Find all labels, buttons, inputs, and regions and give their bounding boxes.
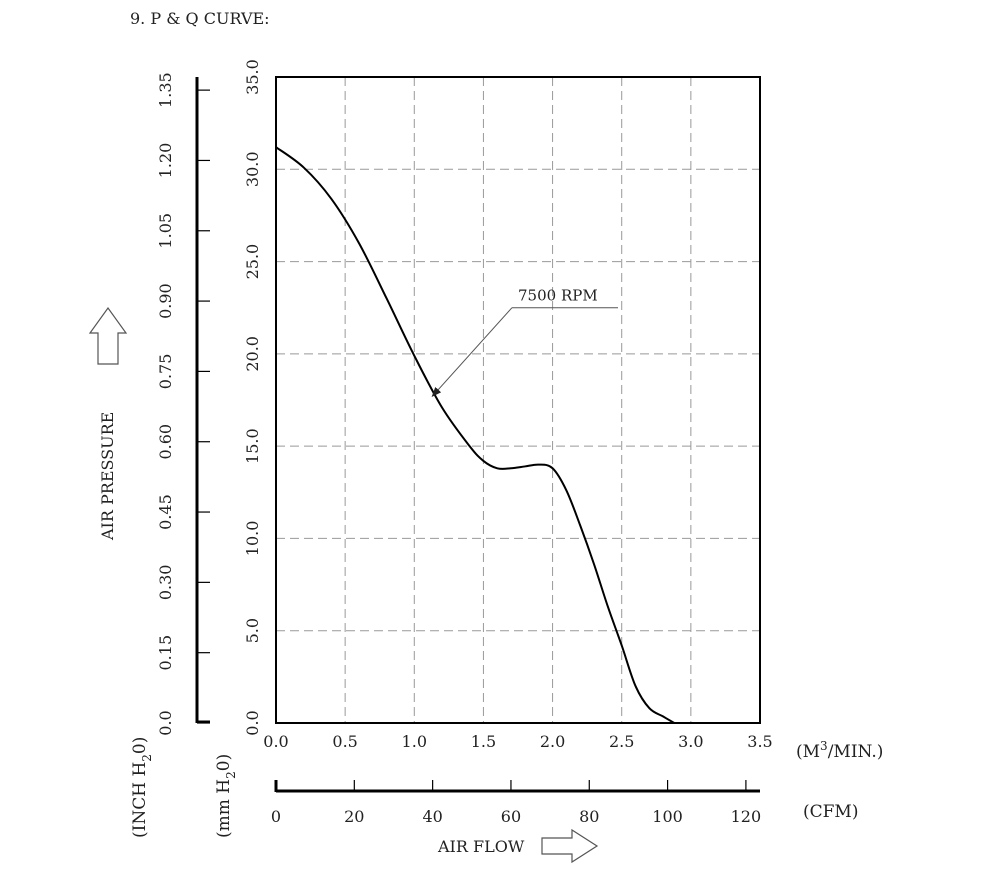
x-tick-label: 2.5 — [609, 732, 634, 751]
mm-unit-sub: 2 — [224, 771, 238, 779]
y-axis-title-group: AIR PRESSURE — [88, 306, 128, 541]
right-arrow-icon — [541, 828, 599, 864]
inch-unit-text: (INCH H20) — [130, 737, 154, 838]
mm-unit-label: (mm H20) — [214, 754, 238, 838]
y-tick-label: 30.0 — [243, 151, 262, 187]
m3-unit-a: (M — [796, 742, 820, 762]
inch-tick-label: 1.35 — [156, 72, 175, 108]
plot-frame — [275, 76, 761, 724]
x-tick-label: 2.0 — [540, 732, 565, 751]
x-tick-label: 3.5 — [747, 732, 772, 751]
series-group — [275, 146, 675, 724]
cfm-tick-label: 100 — [652, 807, 683, 826]
inch-unit-a: (INCH H — [130, 762, 150, 838]
y-tick-label: 35.0 — [243, 59, 262, 95]
curve-annotation: 7500 RPM — [431, 287, 618, 398]
y-tick-label: 5.0 — [243, 618, 262, 643]
y-tick-label: 15.0 — [243, 428, 262, 464]
m3-unit-sup: 3 — [820, 739, 828, 753]
cfm-tick-label: 60 — [501, 807, 521, 826]
y-axis-title: AIR PRESSURE — [98, 412, 117, 541]
inch-unit-label: (INCH H20) — [130, 737, 154, 838]
cfm-tick-label: 20 — [344, 807, 364, 826]
cfm-unit-label: (CFM) — [803, 802, 858, 822]
x-tick-label: 1.0 — [402, 732, 427, 751]
inch-tick-label: 0.90 — [156, 283, 175, 319]
cfm-tick-label: 80 — [579, 807, 599, 826]
inch-tick-label: 0.0 — [156, 710, 175, 735]
inch-tick-label: 0.45 — [156, 494, 175, 530]
cfm-tick-label: 0 — [271, 807, 281, 826]
series-line-7500-rpm — [275, 146, 675, 724]
x-axis-cfm-scale: 0 20 40 60 80 100 120 — [271, 780, 761, 826]
inch-tick-label: 0.15 — [156, 635, 175, 671]
inch-unit-sub: 2 — [140, 754, 154, 762]
x-axis-m3-ticks: 0.0 0.5 1.0 1.5 2.0 2.5 3.0 3.5 — [263, 732, 772, 751]
m3-unit-label: (M3/MIN.) — [796, 739, 883, 762]
x-tick-label: 0.5 — [332, 732, 357, 751]
y-tick-label: 0.0 — [243, 710, 262, 735]
x-axis-title: AIR FLOW — [437, 837, 525, 856]
x-tick-label: 0.0 — [263, 732, 288, 751]
y-tick-label: 10.0 — [243, 521, 262, 557]
mm-unit-a: (mm H — [214, 779, 234, 838]
cfm-tick-label: 120 — [731, 807, 762, 826]
x-tick-label: 1.5 — [471, 732, 496, 751]
y-tick-label: 25.0 — [243, 244, 262, 280]
inch-tick-label: 0.60 — [156, 424, 175, 460]
x-tick-label: 3.0 — [678, 732, 703, 751]
cfm-tick-label: 40 — [422, 807, 442, 826]
inch-tick-label: 0.30 — [156, 565, 175, 601]
y-axis-mm-ticks: 0.0 5.0 10.0 15.0 20.0 25.0 30.0 35.0 — [243, 59, 262, 736]
inch-tick-label: 1.20 — [156, 143, 175, 179]
mm-unit-text: (mm H20) — [214, 754, 238, 838]
annotation-label: 7500 RPM — [518, 287, 598, 305]
mm-unit-b: 0) — [214, 754, 234, 771]
grid-lines — [276, 77, 760, 723]
chart-title: 9. P & Q CURVE: — [130, 9, 270, 28]
inch-unit-b: 0) — [130, 737, 150, 754]
inch-tick-label: 0.75 — [156, 354, 175, 390]
m3-unit-tail: /MIN.) — [828, 742, 884, 762]
y-tick-label: 20.0 — [243, 336, 262, 372]
y-axis-inch-scale: 0.0 0.15 0.30 0.45 0.60 0.75 0.90 1.05 1.20 1.35 — [156, 72, 210, 736]
inch-tick-label: 1.05 — [156, 213, 175, 249]
up-arrow-icon — [88, 306, 128, 365]
annotation-arrow — [431, 307, 513, 398]
